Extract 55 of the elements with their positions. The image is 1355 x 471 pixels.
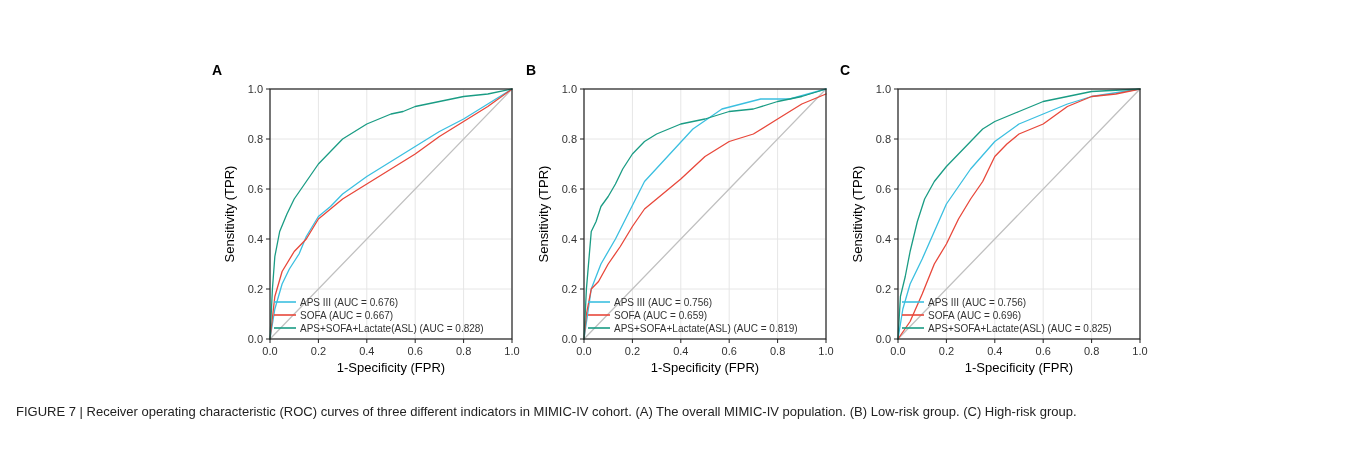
x-tick-label: 0.6 (721, 345, 737, 357)
x-tick-label: 0.8 (769, 345, 786, 357)
x-tick-label: 0.2 (938, 345, 955, 357)
legend-label: SOFA (AUC = 0.696) (928, 309, 1022, 321)
x-tick-label: 0.2 (310, 345, 327, 357)
legend-label: APS+SOFA+Lactate(ASL) (AUC = 0.819) (614, 322, 798, 334)
y-tick-label: 0.8 (561, 132, 577, 145)
x-tick-label: 0.4 (673, 345, 689, 357)
y-tick-label: 0.6 (875, 182, 891, 195)
legend-label: APS+SOFA+Lactate(ASL) (AUC = 0.825) (928, 322, 1112, 334)
x-tick-label: 0.0 (890, 345, 906, 357)
y-axis-title: Sensitivity (TPR) (850, 165, 865, 263)
x-tick-label: 0.8 (1083, 345, 1100, 357)
x-tick-label: 0.6 (1035, 345, 1051, 357)
y-tick-label: 0.0 (875, 332, 891, 345)
y-tick-label: 0.6 (561, 182, 577, 195)
y-tick-label: 0.4 (875, 232, 891, 245)
legend-label: APS III (AUC = 0.676) (300, 296, 399, 308)
legend-label: APS III (AUC = 0.756) (928, 296, 1027, 308)
x-axis-title: 1-Specificity (FPR) (964, 360, 1074, 375)
y-tick-label: 0.8 (247, 132, 263, 145)
y-tick-label: 0.6 (247, 182, 263, 195)
y-tick-label: 1.0 (247, 82, 263, 95)
caption: FIGURE 7 | Receiver operating characteristic (ROC) curves of three different indicators in MIMIC-IV cohort. (A) The overall MIMIC-IV population. (B) Low-risk group. (C) High-risk group. (15, 403, 1078, 421)
x-tick-label: 0.4 (359, 345, 375, 357)
chart-title: B (526, 62, 537, 78)
x-tick-label: 1.0 (504, 345, 520, 357)
x-tick-label: 0.0 (262, 345, 278, 357)
x-tick-label: 0.8 (455, 345, 472, 357)
legend-label: APS+SOFA+Lactate(ASL) (AUC = 0.828) (300, 322, 484, 334)
y-tick-label: 0.0 (561, 332, 577, 345)
legend-label: APS III (AUC = 0.756) (614, 296, 713, 308)
y-tick-label: 0.2 (875, 282, 891, 295)
x-tick-label: 1.0 (818, 345, 834, 357)
y-tick-label: 0.0 (247, 332, 263, 345)
y-axis-title: Sensitivity (TPR) (222, 165, 237, 263)
y-tick-label: 0.4 (247, 232, 263, 245)
legend-label: SOFA (AUC = 0.659) (614, 309, 708, 321)
y-tick-label: 0.8 (875, 132, 891, 145)
y-axis-title: Sensitivity (TPR) (536, 165, 551, 263)
chart-title: A (212, 62, 223, 78)
chart-title: C (840, 62, 851, 78)
x-tick-label: 0.6 (407, 345, 423, 357)
y-tick-label: 1.0 (875, 82, 891, 95)
x-axis-title: 1-Specificity (FPR) (650, 360, 760, 375)
x-tick-label: 0.4 (987, 345, 1003, 357)
legend-label: SOFA (AUC = 0.667) (300, 309, 394, 321)
y-tick-label: 0.4 (561, 232, 577, 245)
y-tick-label: 0.2 (561, 282, 577, 295)
y-tick-label: 1.0 (561, 82, 577, 95)
x-axis-title: 1-Specificity (FPR) (336, 360, 446, 375)
y-tick-label: 0.2 (247, 282, 263, 295)
x-tick-label: 1.0 (1132, 345, 1148, 357)
x-tick-label: 0.0 (576, 345, 592, 357)
x-tick-label: 0.2 (624, 345, 641, 357)
